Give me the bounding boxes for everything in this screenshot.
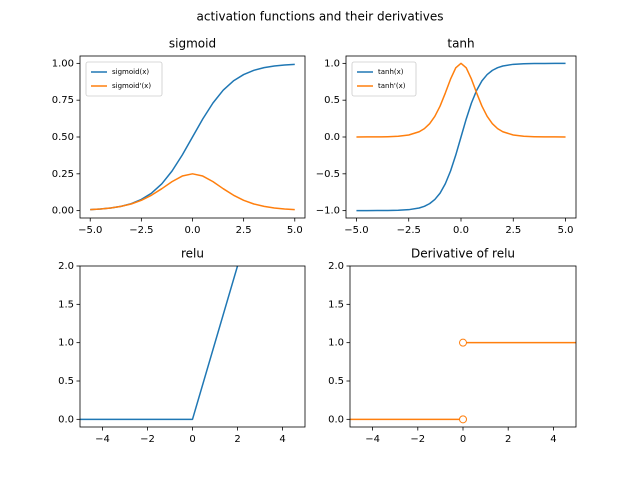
y-tick-label: −1.0 bbox=[316, 206, 340, 217]
line bbox=[356, 62, 566, 212]
plot-area bbox=[90, 63, 295, 211]
x-tick-label: 2.5 bbox=[236, 225, 252, 236]
legend-label: sigmoid(x) bbox=[112, 68, 149, 76]
x-tick-label: −5.0 bbox=[344, 225, 368, 236]
x-tick-label: −2.5 bbox=[397, 225, 421, 236]
x-tick-label: −4 bbox=[95, 434, 110, 445]
open-point bbox=[459, 415, 467, 424]
legend-label: tanh(x) bbox=[378, 68, 404, 76]
x-tick-label: 2 bbox=[505, 434, 511, 445]
plot-area bbox=[356, 62, 566, 212]
line bbox=[90, 173, 295, 211]
x-tick-label: 0 bbox=[189, 434, 195, 445]
y-tick-label: −0.5 bbox=[316, 169, 340, 180]
x-tick-label: −2.5 bbox=[129, 225, 153, 236]
x-tick-label: 5.0 bbox=[287, 225, 303, 236]
x-tick-label: −4 bbox=[365, 434, 380, 445]
x-tick-label: 2 bbox=[234, 434, 240, 445]
axes-frame bbox=[349, 265, 577, 428]
y-tick-label: 2.0 bbox=[58, 261, 74, 272]
axes-frame bbox=[345, 55, 577, 219]
figure-title: activation functions and their derivativ… bbox=[197, 10, 444, 24]
y-tick-label: 1.0 bbox=[58, 338, 74, 349]
x-tick-label: 4 bbox=[279, 434, 285, 445]
y-tick-label: 0.25 bbox=[52, 169, 74, 180]
y-tick-label: 1.5 bbox=[328, 299, 344, 310]
legend-label: sigmoid'(x) bbox=[112, 82, 151, 90]
axes-frame bbox=[79, 55, 306, 219]
y-tick-label: 0.5 bbox=[328, 376, 344, 387]
x-tick-label: 0.0 bbox=[453, 225, 469, 236]
x-tick-label: 2.5 bbox=[505, 225, 521, 236]
y-tick-label: 1.0 bbox=[324, 58, 340, 69]
y-tick-label: 0.5 bbox=[58, 376, 74, 387]
y-tick-label: 1.0 bbox=[328, 338, 344, 349]
y-tick-label: 0.00 bbox=[52, 206, 74, 217]
x-tick-label: −5.0 bbox=[78, 225, 102, 236]
x-tick-label: −2 bbox=[410, 434, 425, 445]
line bbox=[356, 62, 566, 138]
y-tick-label: 1.00 bbox=[52, 58, 74, 69]
y-tick-label: 2.0 bbox=[328, 261, 344, 272]
x-tick-label: 0.0 bbox=[185, 225, 201, 236]
axes-title: Derivative of relu bbox=[411, 247, 515, 261]
y-tick-label: 0.50 bbox=[52, 132, 74, 143]
y-tick-label: 0.5 bbox=[324, 95, 340, 106]
y-tick-label: 0.75 bbox=[52, 95, 74, 106]
legend-label: tanh'(x) bbox=[378, 82, 406, 90]
plot-area bbox=[350, 341, 576, 421]
axes-title: tanh bbox=[447, 37, 474, 51]
open-point bbox=[459, 338, 467, 347]
x-tick-label: 4 bbox=[550, 434, 556, 445]
y-tick-label: 0.0 bbox=[58, 414, 74, 425]
x-tick-label: 0 bbox=[460, 434, 466, 445]
y-tick-label: 0.0 bbox=[324, 132, 340, 143]
line bbox=[80, 266, 239, 421]
axes-frame bbox=[79, 265, 306, 428]
axes-title: relu bbox=[181, 247, 204, 261]
plot-area bbox=[80, 266, 239, 421]
legend-box bbox=[85, 61, 163, 97]
y-tick-label: 1.5 bbox=[58, 299, 74, 310]
x-tick-label: −2 bbox=[140, 434, 155, 445]
axes-title: sigmoid bbox=[169, 37, 216, 51]
x-tick-label: 5.0 bbox=[558, 225, 574, 236]
legend-box bbox=[351, 61, 417, 97]
y-tick-label: 0.0 bbox=[328, 414, 344, 425]
